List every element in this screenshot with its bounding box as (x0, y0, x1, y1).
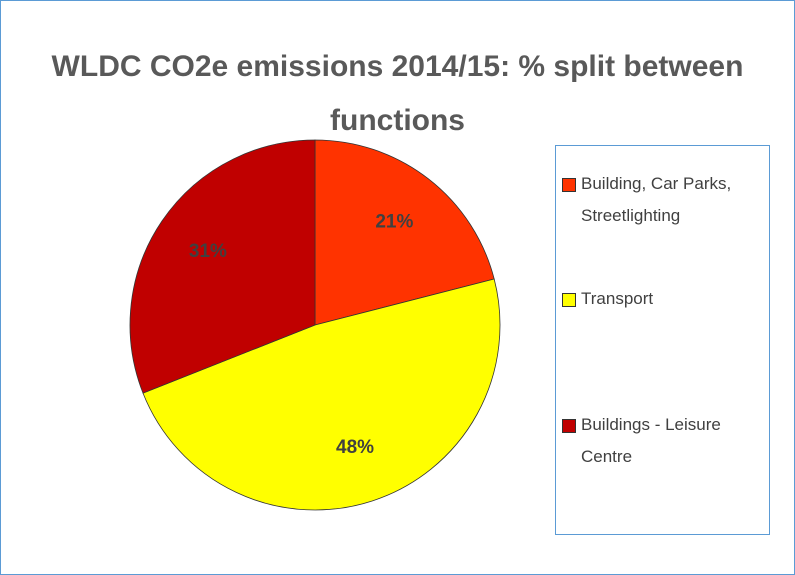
legend: Building, Car Parks, Streetlighting Trans… (555, 145, 770, 535)
legend-label: Transport (581, 289, 654, 308)
legend-label: Building, Car Parks, Streetlighting (581, 174, 732, 225)
legend-swatch (562, 293, 576, 307)
pie-slice (129, 139, 316, 394)
legend-entry: Transport (562, 283, 741, 315)
legend-entry: Building, Car Parks, Streetlighting (562, 168, 741, 232)
pie-slice (314, 139, 495, 326)
legend-entry: Buildings - Leisure Centre (562, 409, 741, 473)
data-label: 31% (189, 241, 227, 262)
chart-title: WLDC CO2e emissions 2014/15: % split bet… (51, 50, 744, 137)
legend-swatch (562, 419, 576, 433)
legend-label: Buildings - Leisure Centre (581, 415, 721, 466)
data-label: 48% (336, 437, 374, 458)
data-label: 21% (375, 212, 413, 233)
pie-slice (142, 278, 501, 511)
legend-swatch (562, 178, 576, 192)
